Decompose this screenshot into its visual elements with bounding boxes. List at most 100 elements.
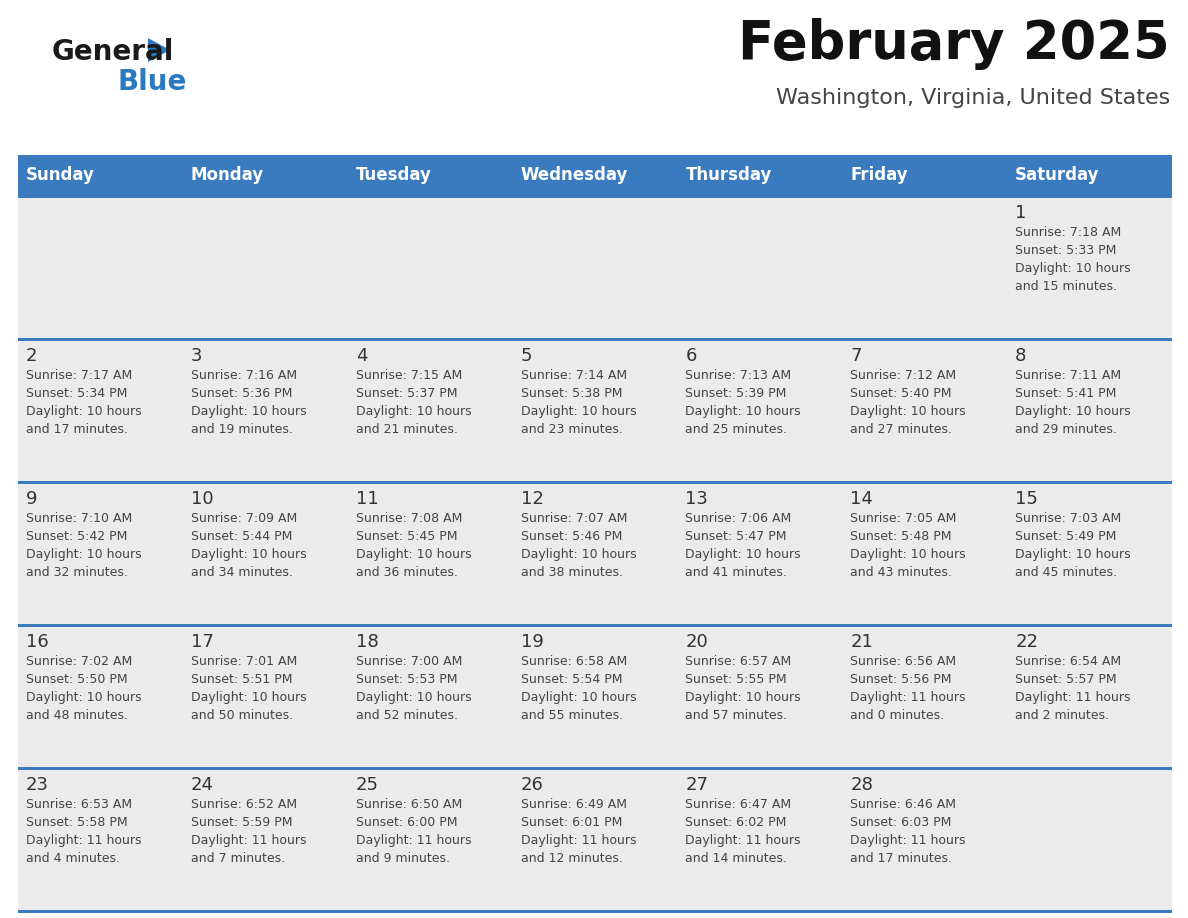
- Text: 14: 14: [851, 490, 873, 508]
- Text: and 7 minutes.: and 7 minutes.: [191, 852, 285, 865]
- Text: General: General: [52, 38, 175, 66]
- Text: Sunrise: 7:13 AM: Sunrise: 7:13 AM: [685, 369, 791, 382]
- Text: and 29 minutes.: and 29 minutes.: [1015, 423, 1117, 436]
- Text: Sunrise: 7:05 AM: Sunrise: 7:05 AM: [851, 512, 956, 525]
- Text: and 4 minutes.: and 4 minutes.: [26, 852, 120, 865]
- Text: and 17 minutes.: and 17 minutes.: [26, 423, 128, 436]
- Text: Sunset: 5:38 PM: Sunset: 5:38 PM: [520, 387, 623, 400]
- Text: Daylight: 10 hours: Daylight: 10 hours: [26, 405, 141, 418]
- Text: Sunset: 6:03 PM: Sunset: 6:03 PM: [851, 816, 952, 829]
- Bar: [842, 341, 1007, 481]
- Text: Sunset: 5:50 PM: Sunset: 5:50 PM: [26, 673, 127, 686]
- Text: 22: 22: [1015, 633, 1038, 651]
- Bar: [183, 341, 348, 481]
- Text: Sunset: 5:40 PM: Sunset: 5:40 PM: [851, 387, 952, 400]
- Bar: [348, 341, 512, 481]
- Text: Friday: Friday: [851, 166, 908, 184]
- Text: and 0 minutes.: and 0 minutes.: [851, 709, 944, 722]
- Text: Daylight: 10 hours: Daylight: 10 hours: [191, 405, 307, 418]
- Text: 25: 25: [355, 776, 379, 794]
- Text: and 23 minutes.: and 23 minutes.: [520, 423, 623, 436]
- Text: Sunrise: 6:57 AM: Sunrise: 6:57 AM: [685, 655, 791, 668]
- Text: Sunrise: 6:53 AM: Sunrise: 6:53 AM: [26, 798, 132, 811]
- Text: Sunset: 5:55 PM: Sunset: 5:55 PM: [685, 673, 788, 686]
- Text: Sunset: 6:02 PM: Sunset: 6:02 PM: [685, 816, 786, 829]
- Text: 6: 6: [685, 347, 697, 365]
- Text: Sunrise: 6:58 AM: Sunrise: 6:58 AM: [520, 655, 627, 668]
- Text: and 43 minutes.: and 43 minutes.: [851, 566, 952, 579]
- Text: Daylight: 10 hours: Daylight: 10 hours: [685, 548, 801, 561]
- Text: 27: 27: [685, 776, 708, 794]
- Bar: [18, 484, 183, 624]
- Text: 26: 26: [520, 776, 543, 794]
- Text: Sunrise: 7:12 AM: Sunrise: 7:12 AM: [851, 369, 956, 382]
- Text: Sunrise: 7:06 AM: Sunrise: 7:06 AM: [685, 512, 791, 525]
- Text: Daylight: 10 hours: Daylight: 10 hours: [355, 405, 472, 418]
- Text: Sunset: 5:39 PM: Sunset: 5:39 PM: [685, 387, 786, 400]
- Bar: [348, 627, 512, 767]
- Text: Sunrise: 6:52 AM: Sunrise: 6:52 AM: [191, 798, 297, 811]
- Text: Sunday: Sunday: [26, 166, 95, 184]
- Text: Daylight: 10 hours: Daylight: 10 hours: [851, 548, 966, 561]
- Text: 11: 11: [355, 490, 379, 508]
- Text: 20: 20: [685, 633, 708, 651]
- Text: and 21 minutes.: and 21 minutes.: [355, 423, 457, 436]
- Text: Sunrise: 6:46 AM: Sunrise: 6:46 AM: [851, 798, 956, 811]
- Bar: [18, 627, 183, 767]
- Text: and 36 minutes.: and 36 minutes.: [355, 566, 457, 579]
- Bar: [348, 770, 512, 910]
- Text: Daylight: 10 hours: Daylight: 10 hours: [191, 548, 307, 561]
- Text: Sunset: 5:59 PM: Sunset: 5:59 PM: [191, 816, 292, 829]
- Bar: [842, 770, 1007, 910]
- Text: Sunset: 5:42 PM: Sunset: 5:42 PM: [26, 530, 127, 543]
- Text: Daylight: 10 hours: Daylight: 10 hours: [1015, 548, 1131, 561]
- Bar: [183, 627, 348, 767]
- Text: 17: 17: [191, 633, 214, 651]
- Text: Sunset: 5:41 PM: Sunset: 5:41 PM: [1015, 387, 1117, 400]
- Text: Sunset: 5:46 PM: Sunset: 5:46 PM: [520, 530, 623, 543]
- Text: Daylight: 11 hours: Daylight: 11 hours: [191, 834, 307, 847]
- Text: Sunset: 5:36 PM: Sunset: 5:36 PM: [191, 387, 292, 400]
- Bar: [18, 770, 183, 910]
- Text: Sunset: 5:33 PM: Sunset: 5:33 PM: [1015, 244, 1117, 257]
- Text: Daylight: 10 hours: Daylight: 10 hours: [26, 691, 141, 704]
- Text: Sunset: 5:57 PM: Sunset: 5:57 PM: [1015, 673, 1117, 686]
- Text: 24: 24: [191, 776, 214, 794]
- Bar: [677, 341, 842, 481]
- Text: Sunrise: 7:07 AM: Sunrise: 7:07 AM: [520, 512, 627, 525]
- Bar: [512, 198, 677, 338]
- Text: 8: 8: [1015, 347, 1026, 365]
- Text: Sunrise: 7:00 AM: Sunrise: 7:00 AM: [355, 655, 462, 668]
- Text: and 50 minutes.: and 50 minutes.: [191, 709, 293, 722]
- Bar: [18, 481, 1173, 484]
- Text: 3: 3: [191, 347, 202, 365]
- Text: Sunset: 5:53 PM: Sunset: 5:53 PM: [355, 673, 457, 686]
- Bar: [183, 198, 348, 338]
- Text: Daylight: 11 hours: Daylight: 11 hours: [26, 834, 141, 847]
- Text: Monday: Monday: [191, 166, 264, 184]
- Text: 2: 2: [26, 347, 38, 365]
- Text: Sunrise: 7:15 AM: Sunrise: 7:15 AM: [355, 369, 462, 382]
- Text: Thursday: Thursday: [685, 166, 772, 184]
- Text: Daylight: 10 hours: Daylight: 10 hours: [685, 405, 801, 418]
- Bar: [18, 910, 1173, 913]
- Text: and 38 minutes.: and 38 minutes.: [520, 566, 623, 579]
- Text: Daylight: 10 hours: Daylight: 10 hours: [520, 548, 637, 561]
- Text: Sunset: 5:45 PM: Sunset: 5:45 PM: [355, 530, 457, 543]
- Bar: [512, 627, 677, 767]
- Bar: [512, 484, 677, 624]
- Text: 21: 21: [851, 633, 873, 651]
- Bar: [1007, 341, 1173, 481]
- Text: Sunset: 5:34 PM: Sunset: 5:34 PM: [26, 387, 127, 400]
- Text: 18: 18: [355, 633, 379, 651]
- Text: Sunrise: 7:18 AM: Sunrise: 7:18 AM: [1015, 226, 1121, 239]
- Text: Daylight: 10 hours: Daylight: 10 hours: [191, 691, 307, 704]
- Text: Sunset: 5:37 PM: Sunset: 5:37 PM: [355, 387, 457, 400]
- Text: Daylight: 11 hours: Daylight: 11 hours: [520, 834, 636, 847]
- Text: and 34 minutes.: and 34 minutes.: [191, 566, 292, 579]
- Text: Sunrise: 6:54 AM: Sunrise: 6:54 AM: [1015, 655, 1121, 668]
- Text: Daylight: 10 hours: Daylight: 10 hours: [1015, 405, 1131, 418]
- Bar: [348, 198, 512, 338]
- Text: Sunset: 5:48 PM: Sunset: 5:48 PM: [851, 530, 952, 543]
- Text: Sunrise: 7:14 AM: Sunrise: 7:14 AM: [520, 369, 627, 382]
